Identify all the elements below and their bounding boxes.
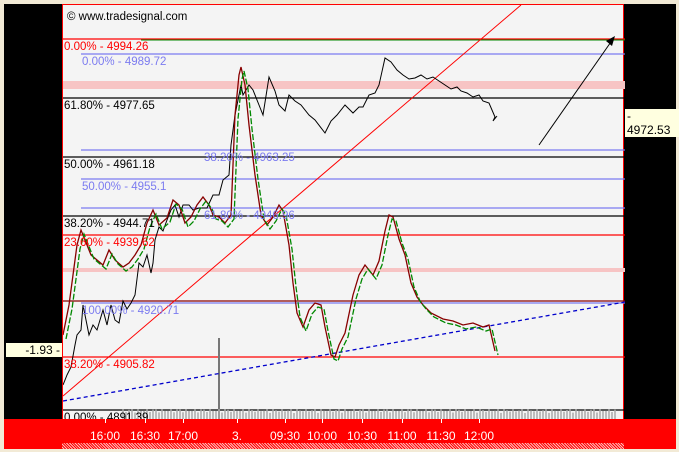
red-trendline	[63, 5, 522, 397]
oscillator-line	[63, 66, 496, 358]
highlight-band	[63, 268, 625, 272]
time-label: 16:00	[89, 429, 121, 443]
time-label: 3.	[231, 429, 243, 443]
arrow-drawing	[538, 38, 614, 146]
fib-level-label: 61.80% - 4946.96	[204, 210, 295, 222]
time-label: 16:30	[129, 429, 161, 443]
time-tick	[237, 419, 238, 423]
time-label: 17:00	[167, 429, 199, 443]
fib-level-label: 38.20% - 4905.82	[64, 359, 155, 371]
fib-level-label: 0.00% - 4989.72	[82, 56, 167, 68]
time-tick	[322, 419, 323, 423]
fib-level-label: 50.00% - 4955.1	[82, 181, 167, 193]
arrow-head-icon	[606, 36, 615, 46]
time-label: 10:30	[346, 429, 378, 443]
time-tick	[362, 419, 363, 423]
time-label: 12:00	[463, 429, 495, 443]
fib-level-label: 23.60% - 4939.62	[64, 237, 155, 249]
chart-drawings	[63, 5, 625, 420]
time-tick	[105, 419, 106, 423]
time-tick	[441, 419, 442, 423]
time-tick	[479, 419, 480, 423]
volume-bars	[122, 409, 616, 420]
fib-level-label: 38.20% - 4944.71	[64, 218, 155, 230]
last-price-label: - 4972.53	[625, 109, 679, 137]
time-label: 11:30	[426, 429, 456, 443]
watermark: © www.tradesignal.com	[67, 11, 188, 23]
horizontal-scrollbar[interactable]	[62, 443, 624, 449]
highlight-band	[63, 81, 625, 89]
fib-level-label: 38.20% - 4963.25	[204, 152, 295, 164]
time-label: 10:00	[306, 429, 338, 443]
time-tick	[183, 419, 184, 423]
signal-line	[65, 70, 499, 362]
indicator-value-label: -1.93 -	[6, 343, 62, 357]
chart-area[interactable]: © www.tradesignal.com 0.00% - 4994.26 0.0…	[62, 4, 625, 424]
time-label: 09:30	[269, 429, 301, 443]
fib-level-label: 100.00% - 4920.71	[82, 305, 180, 317]
fib-level-label: 50.00% - 4961.18	[64, 159, 155, 171]
time-tick	[402, 419, 403, 423]
fib-level-label: 61.80% - 4977.65	[64, 100, 155, 112]
price-scale-panel	[624, 4, 676, 419]
fib-level-label: 0.00% - 4994.26	[64, 41, 149, 53]
time-label: 11:00	[387, 429, 417, 443]
time-tick	[285, 419, 286, 423]
time-tick	[145, 419, 146, 423]
